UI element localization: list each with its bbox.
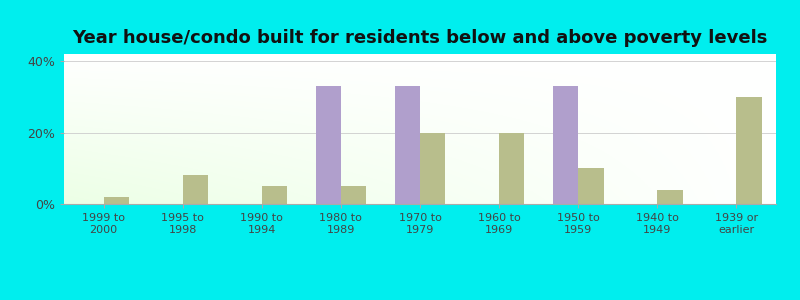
Bar xyxy=(103,197,129,204)
Bar xyxy=(553,86,578,204)
Bar xyxy=(315,86,341,204)
Bar xyxy=(737,97,762,204)
Bar xyxy=(499,133,525,204)
Bar xyxy=(182,176,208,204)
Bar xyxy=(658,190,682,204)
Bar xyxy=(420,133,446,204)
Bar xyxy=(341,186,366,204)
Bar xyxy=(394,86,420,204)
Bar xyxy=(578,168,603,204)
Title: Year house/condo built for residents below and above poverty levels: Year house/condo built for residents bel… xyxy=(72,29,768,47)
Bar xyxy=(262,186,287,204)
